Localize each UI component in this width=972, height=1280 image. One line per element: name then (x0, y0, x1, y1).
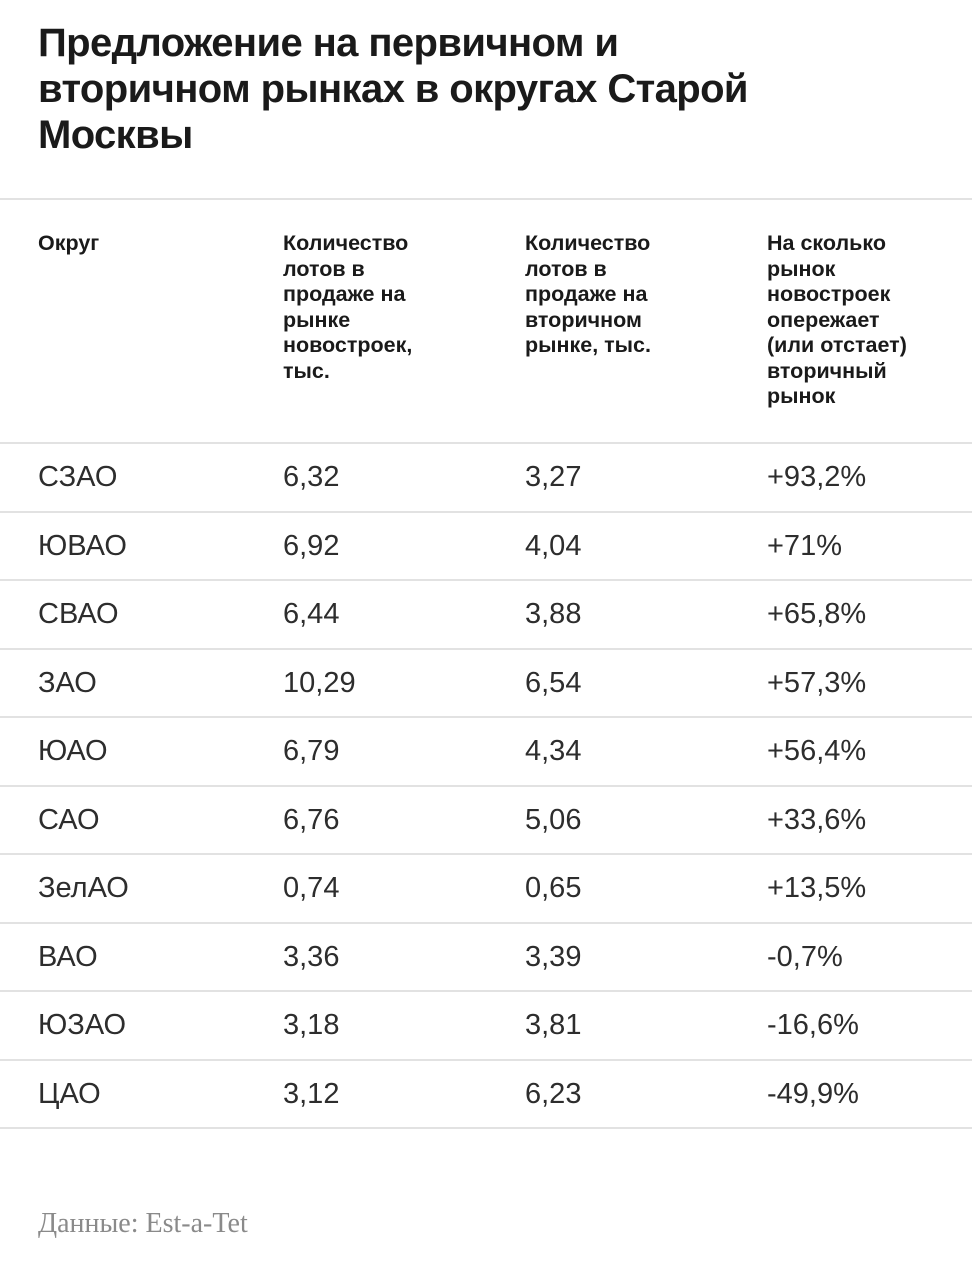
district-cell: ЮВАО (38, 529, 127, 562)
diff-cell: +93,2% (767, 461, 867, 494)
footer: Данные: Est-a-Tet (0, 1129, 972, 1241)
table-header-row: Округ Количество лотов в продаже на рынк… (0, 200, 972, 444)
primary-cell: 6,92 (283, 529, 340, 562)
diff-cell: +13,5% (767, 872, 867, 905)
table-row: ЮЗАО 3,18 3,81 -16,6% (0, 992, 972, 1061)
table-row: ВАО 3,36 3,39 -0,7% (0, 924, 972, 992)
table-row: ЮАО 6,79 4,34 +56,4% (0, 718, 972, 787)
title-block: Предложение на первичном и вторичном рын… (0, 0, 972, 200)
primary-cell: 0,74 (283, 872, 340, 905)
diff-cell: +65,8% (767, 598, 867, 631)
district-cell: ЮАО (38, 735, 108, 768)
table-row: ЗелАО 0,74 0,65 +13,5% (0, 855, 972, 924)
diff-cell: -0,7% (767, 940, 843, 973)
secondary-cell: 4,34 (525, 735, 582, 768)
primary-cell: 6,76 (283, 803, 340, 836)
secondary-cell: 6,54 (525, 666, 582, 699)
secondary-cell: 3,27 (525, 461, 582, 494)
column-header-secondary-market: Количество лотов в продаже на вторичном … (525, 231, 651, 357)
district-cell: ЮЗАО (38, 1009, 127, 1042)
diff-cell: -16,6% (767, 1009, 859, 1042)
primary-cell: 6,44 (283, 598, 340, 631)
diff-cell: +56,4% (767, 735, 867, 768)
district-cell: ЗелАО (38, 872, 129, 905)
diff-cell: +71% (767, 529, 842, 562)
diff-cell: +33,6% (767, 803, 867, 836)
diff-cell: -49,9% (767, 1077, 859, 1110)
primary-cell: 6,32 (283, 461, 340, 494)
district-cell: СЗАО (38, 461, 118, 494)
table-row: СЗАО 6,32 3,27 +93,2% (0, 444, 972, 513)
column-header-district: Округ (38, 231, 100, 255)
district-cell: ЦАО (38, 1077, 101, 1110)
secondary-cell: 4,04 (525, 529, 582, 562)
table-row: САО 6,76 5,06 +33,6% (0, 787, 972, 855)
district-cell: САО (38, 803, 100, 836)
secondary-cell: 3,39 (525, 940, 582, 973)
primary-cell: 6,79 (283, 735, 340, 768)
primary-cell: 3,36 (283, 940, 340, 973)
secondary-cell: 5,06 (525, 803, 582, 836)
district-cell: ЗАО (38, 666, 97, 699)
data-source-note: Данные: Est-a-Tet (38, 1208, 248, 1239)
column-header-primary-market: Количество лотов в продаже на рынке ново… (283, 231, 413, 383)
diff-cell: +57,3% (767, 666, 867, 699)
primary-cell: 3,18 (283, 1009, 340, 1042)
district-cell: ВАО (38, 940, 98, 973)
table-row: ЦАО 3,12 6,23 -49,9% (0, 1061, 972, 1129)
primary-cell: 10,29 (283, 666, 356, 699)
table-row: ЮВАО 6,92 4,04 +71% (0, 513, 972, 581)
table-row: СВАО 6,44 3,88 +65,8% (0, 581, 972, 650)
district-cell: СВАО (38, 598, 119, 631)
secondary-cell: 0,65 (525, 872, 582, 905)
secondary-cell: 3,81 (525, 1009, 582, 1042)
primary-cell: 3,12 (283, 1077, 340, 1110)
column-header-difference: На сколько рынок новостроек опережает (и… (767, 231, 907, 408)
page-title: Предложение на первичном и вторичном рын… (38, 21, 749, 157)
secondary-cell: 3,88 (525, 598, 582, 631)
secondary-cell: 6,23 (525, 1077, 582, 1110)
table-body: СЗАО 6,32 3,27 +93,2% ЮВАО 6,92 4,04 +71… (0, 444, 972, 1129)
table-row: ЗАО 10,29 6,54 +57,3% (0, 650, 972, 718)
